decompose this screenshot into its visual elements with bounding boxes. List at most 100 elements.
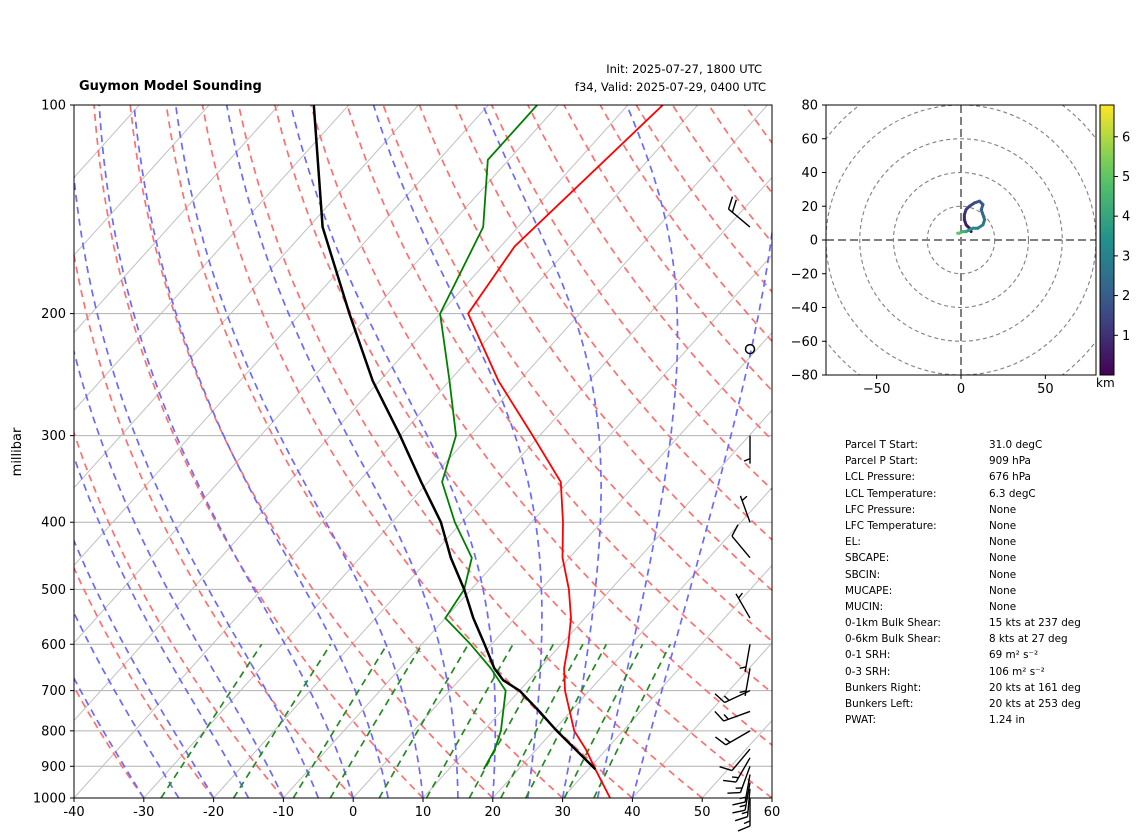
parameter-value: 909 hPa [989,455,1031,468]
wind-barb [727,766,751,794]
valid-time: f34, Valid: 2025-07-29, 0400 UTC [574,80,766,94]
wind-barb [739,644,751,672]
wind-barb-calm [744,343,756,355]
dry-adiabat-line [273,105,772,798]
y-tick-label: 300 [41,429,66,444]
parameter-value: 20 kts at 253 deg [989,698,1081,710]
y-tick-label: 600 [41,638,66,653]
parameter-value: 676 hPa [989,471,1031,484]
parameter-value: None [989,503,1017,516]
parameter-name: LCL Temperature: [845,487,937,500]
isotherm-line [213,176,772,798]
parameter-name: LFC Temperature: [845,519,937,532]
isotherm-line [143,105,768,798]
wind-barb [714,730,751,746]
mixing-ratio-line [525,643,608,798]
wind-barb [731,524,751,559]
parameter-value: 20 kts at 161 deg [989,681,1081,694]
isotherm-line [492,487,772,798]
parameter-name: Parcel T Start: [845,439,919,451]
dewpoint-line [439,105,538,770]
hodo-y-tick-label: 60 [801,132,818,147]
parameter-name: 0-6km Bulk Shear: [845,633,941,646]
init-time: Init: 2025-07-27, 1800 UTC [606,62,762,76]
dry-adiabat-line [310,105,772,747]
wind-barb [727,196,751,228]
dry-adiabat-line [418,105,772,592]
mixing-ratio-line [563,643,644,798]
isotherm-line [632,642,772,798]
parameter-value: None [989,536,1017,549]
isotherm-line [74,105,280,334]
x-tick-label: 60 [764,805,781,820]
x-tick-label: -40 [63,805,84,820]
parameter-name: Bunkers Right: [845,681,922,694]
dry-adiabat-line [454,105,772,541]
isotherm-line [74,105,350,411]
parameter-value: None [989,584,1017,597]
moist-adiabat-line [74,348,285,798]
hodo-y-tick-label: 40 [801,166,818,181]
x-tick-label: 10 [415,805,432,820]
skew-t-background [74,105,772,798]
parameter-name: 0-1 SRH: [845,649,891,662]
colorbar-tick-label: 1 [1122,329,1130,344]
parameter-name: MUCAPE: [845,584,893,597]
parameter-value: None [989,600,1017,613]
moist-adiabat-line [372,105,543,798]
colorbar-tick-label: 6 [1122,130,1130,145]
y-tick-label: 400 [41,516,66,531]
colorbar-tick-label: 5 [1122,170,1130,185]
hodo-y-tick-label: −40 [791,301,818,316]
moist-adiabat-line [174,105,424,798]
mixing-ratio-line [292,643,388,798]
mixing-ratio-line [468,643,555,798]
wind-barb [734,788,751,822]
mixing-ratio-line [160,643,263,798]
hodo-x-tick-label: 0 [957,382,965,397]
x-tick-label: 0 [349,805,357,820]
isotherm-line [422,409,772,798]
mixing-ratio-line [378,643,470,798]
parameter-value: 15 kts at 237 deg [989,617,1081,630]
wind-barb [737,798,751,832]
parameter-value: 106 m² s⁻² [989,665,1045,678]
parameter-name: SBCIN: [845,568,881,581]
x-tick-label: 30 [554,805,571,820]
moist-adiabat-line [74,169,320,798]
colorbar-tick-label: 4 [1122,210,1130,225]
wind-barb [739,495,751,523]
moist-adiabat-line [225,105,459,798]
mixing-ratio-line [425,643,514,798]
colorbar-tick-label: 3 [1122,249,1130,264]
moist-adiabat-line [74,538,215,798]
wind-barb [735,592,751,619]
parameter-name: Parcel P Start: [845,455,918,468]
parameter-name: Bunkers Left: [845,698,914,710]
moist-adiabat-line [596,105,679,798]
parameter-name: LFC Pressure: [845,503,916,516]
hodo-y-tick-label: −20 [791,267,818,282]
dry-adiabat-line [129,105,494,798]
dry-adiabat-line [93,105,424,798]
parameter-name: LCL Pressure: [845,471,916,484]
parameter-name: EL: [845,536,861,549]
colorbar [1099,104,1115,376]
parameter-name: 0-3 SRH: [845,665,891,678]
hodo-y-tick-label: −80 [791,369,818,384]
y-tick-label: 900 [41,760,66,775]
chart-title: Guymon Model Sounding [79,79,262,94]
x-tick-label: -30 [133,805,154,820]
wind-barb [719,748,751,772]
skew-t-profiles [312,105,664,798]
parameter-value: None [989,552,1017,565]
mixing-ratio-line [232,643,332,798]
x-tick-label: 40 [624,805,641,820]
parameter-name: PWAT: [845,714,876,727]
hodo-x-tick-label: −50 [863,382,890,397]
parameter-value: 1.24 in [989,714,1025,727]
moist-adiabat-line [133,105,389,798]
parcel-line [312,105,597,771]
